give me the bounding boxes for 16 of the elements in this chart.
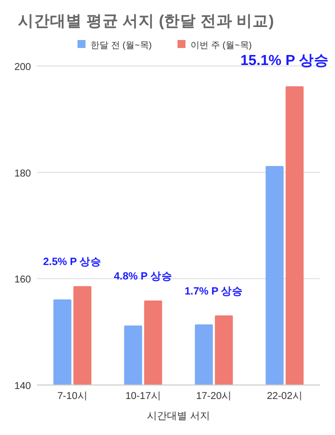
y-tick-label: 180 (14, 168, 32, 180)
y-tick-label: 160 (14, 274, 32, 286)
y-tick-label: 140 (14, 381, 32, 392)
x-tick-label: 10-17시 (125, 391, 161, 402)
x-tick-label: 22-02시 (266, 391, 302, 402)
chart-title: 시간대별 평균 서지 (한달 전과 비교) (18, 13, 274, 30)
x-tick-label: 7-10시 (57, 391, 88, 402)
legend-label: 한달 전 (월~목) (90, 40, 152, 50)
x-axis-title: 시간대별 서지 (147, 411, 210, 422)
annotation: 4.8% P 상승 (114, 270, 172, 282)
legend-label: 이번 주 (월~목) (190, 40, 252, 50)
x-tick-label: 17-20시 (196, 391, 232, 402)
annotation: 15.1% P 상승 (240, 53, 329, 70)
annotation: 1.7% P 상승 (184, 285, 244, 298)
annotation: 2.5% P 상승 (43, 256, 102, 268)
y-tick-label: 200 (14, 62, 32, 73)
